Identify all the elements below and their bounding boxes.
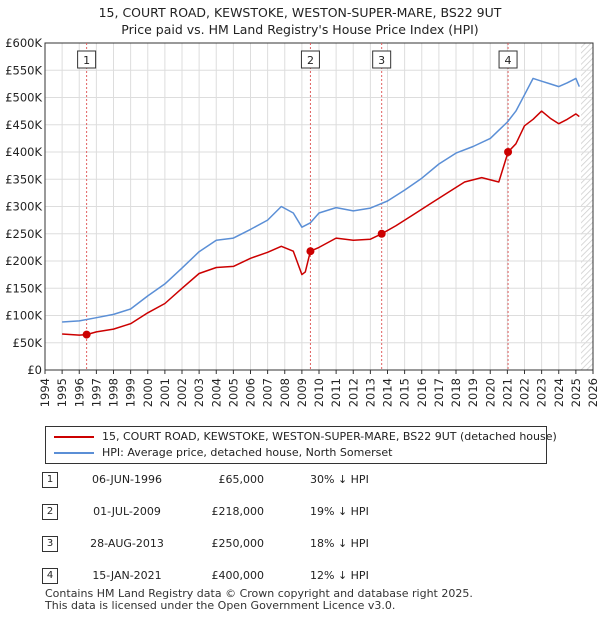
sale-date: 15-JAN-2021 — [92, 569, 162, 582]
y-tick-label: £300K — [5, 200, 42, 214]
x-tick-label: 2013 — [363, 378, 377, 407]
legend-swatch-property — [54, 436, 94, 438]
x-tick-label: 2016 — [415, 378, 429, 407]
x-tick-label: 2006 — [244, 378, 258, 407]
y-tick-label: £600K — [5, 36, 42, 50]
y-tick-label: £350K — [5, 172, 42, 186]
x-tick-label: 2004 — [209, 378, 223, 407]
sale-number-badge: 4 — [42, 568, 58, 584]
x-tick-label: 1999 — [124, 378, 138, 407]
x-tick-label: 2017 — [432, 378, 446, 407]
x-tick-label: 2022 — [518, 378, 532, 407]
y-tick-label: £200K — [5, 254, 42, 268]
x-tick-label: 2014 — [381, 378, 395, 407]
x-tick-label: 2002 — [175, 378, 189, 407]
table-row: 3 28-AUG-2013 £250,000 18% ↓ HPI — [42, 534, 562, 554]
y-tick-label: £250K — [5, 227, 42, 241]
sale-number-box — [77, 50, 97, 69]
y-tick-label: £50K — [13, 336, 43, 350]
x-tick-label: 2008 — [278, 378, 292, 407]
x-tick-label: 1998 — [107, 378, 121, 407]
table-row: 1 06-JUN-1996 £65,000 30% ↓ HPI — [42, 470, 562, 490]
x-tick-label: 2026 — [586, 378, 600, 407]
x-tick-label: 2012 — [346, 378, 360, 407]
sale-number-badge: 3 — [42, 536, 58, 552]
chart-title: 15, COURT ROAD, KEWSTOKE, WESTON-SUPER-M… — [98, 5, 502, 20]
legend-item-property: 15, COURT ROAD, KEWSTOKE, WESTON-SUPER-M… — [54, 429, 557, 445]
legend-swatch-hpi — [54, 452, 94, 454]
x-tick-label: 2015 — [398, 378, 412, 407]
sale-price: £65,000 — [218, 473, 265, 486]
x-tick-label: 2021 — [500, 378, 514, 407]
x-tick-label: 1997 — [89, 378, 103, 407]
x-tick-label: 2025 — [569, 378, 583, 407]
plot-frame — [44, 42, 594, 371]
x-tick-label: 2011 — [329, 378, 343, 407]
footer-line-1: Contains HM Land Registry data © Crown c… — [45, 587, 473, 600]
series-line-hpi — [62, 77, 580, 323]
sale-number-label: 2 — [307, 54, 314, 67]
x-tick-label: 2003 — [192, 378, 206, 407]
x-tick-label: 2023 — [535, 378, 549, 407]
x-tick-label: 2010 — [312, 378, 326, 407]
y-tick-label: £400K — [5, 145, 42, 159]
sale-number-box — [498, 50, 518, 69]
sale-date: 06-JUN-1996 — [91, 473, 163, 486]
x-tick-label: 1994 — [38, 378, 52, 407]
x-tick-label: 2007 — [261, 378, 275, 407]
x-tick-label: 2018 — [449, 378, 463, 407]
x-tick-label: 1996 — [72, 378, 86, 407]
legend: 15, COURT ROAD, KEWSTOKE, WESTON-SUPER-M… — [45, 426, 557, 464]
y-tick-label: £500K — [5, 91, 42, 105]
legend-label-hpi: HPI: Average price, detached house, Nort… — [102, 446, 393, 459]
sale-number-label: 4 — [505, 54, 512, 67]
sale-hpi-diff: 19% ↓ HPI — [310, 505, 369, 518]
sale-number-badge: 1 — [42, 472, 58, 488]
legend-item-hpi: HPI: Average price, detached house, Nort… — [54, 445, 392, 461]
x-tick-label: 2005 — [226, 378, 240, 407]
sale-price: £400,000 — [211, 569, 265, 582]
sale-number-box — [300, 50, 320, 69]
series-line-property — [62, 110, 580, 336]
y-tick-label: £450K — [5, 118, 42, 132]
legend-label-property: 15, COURT ROAD, KEWSTOKE, WESTON-SUPER-M… — [102, 430, 557, 443]
sale-number-box — [372, 50, 392, 69]
sale-point — [504, 148, 513, 156]
x-tick-label: 2019 — [466, 378, 480, 407]
sale-hpi-diff: 12% ↓ HPI — [310, 569, 369, 582]
y-tick-label: £100K — [5, 309, 42, 323]
y-tick-label: £0 — [27, 363, 42, 377]
sale-date: 28-AUG-2013 — [90, 537, 164, 550]
x-tick-label: 2000 — [141, 378, 155, 407]
sale-hpi-diff: 18% ↓ HPI — [310, 537, 369, 550]
table-row: 4 15-JAN-2021 £400,000 12% ↓ HPI — [42, 566, 562, 586]
x-tick-label: 1995 — [55, 378, 69, 407]
sale-point — [306, 247, 315, 256]
y-tick-label: £550K — [5, 63, 42, 77]
sale-point — [377, 229, 386, 238]
sale-number-label: 1 — [83, 54, 90, 67]
x-tick-label: 2024 — [552, 378, 566, 407]
x-tick-label: 2009 — [295, 378, 309, 407]
sale-price: £250,000 — [211, 537, 265, 550]
sale-number-badge: 2 — [42, 504, 58, 520]
footer-line-2: This data is licensed under the Open Gov… — [45, 599, 396, 612]
sale-hpi-diff: 30% ↓ HPI — [310, 473, 369, 486]
x-tick-label: 2020 — [483, 378, 497, 407]
sale-point — [82, 330, 91, 339]
y-tick-label: £150K — [5, 281, 42, 295]
price-chart: £0 £50K £100K £150K £200K £250K £300K £350K £400… — [5, 36, 600, 407]
sale-number-label: 3 — [378, 54, 385, 67]
table-row: 2 01-JUL-2009 £218,000 19% ↓ HPI — [42, 502, 562, 522]
x-tick-label: 2001 — [158, 378, 172, 407]
sale-price: £218,000 — [211, 505, 265, 518]
chart-subtitle: Price paid vs. HM Land Registry's House … — [121, 22, 479, 37]
footer-attribution: Contains HM Land Registry data © Crown c… — [45, 588, 473, 612]
sale-date: 01-JUL-2009 — [93, 505, 161, 518]
